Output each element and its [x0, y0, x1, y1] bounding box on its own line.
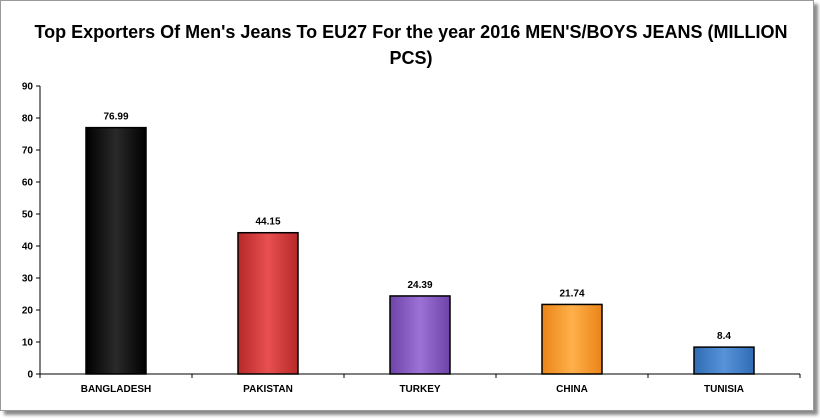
y-tick-label: 10 [22, 338, 34, 349]
x-tick-label: CHINA [556, 384, 588, 395]
data-label-tunisia: 8.4 [717, 331, 731, 342]
y-tick-label: 60 [22, 178, 34, 189]
x-tick-label: TURKEY [399, 384, 440, 395]
bar-tunisia [693, 346, 755, 375]
y-tick-label: 80 [22, 114, 34, 125]
x-tick-label: TUNISIA [704, 384, 744, 395]
x-tick-label: PAKISTAN [243, 384, 293, 395]
y-tick-label: 70 [22, 146, 34, 157]
y-tick-label: 30 [22, 274, 34, 285]
y-tick-label: 20 [22, 306, 34, 317]
bar-pakistan [237, 231, 299, 375]
data-label-china: 21.74 [559, 288, 584, 299]
bar-turkey [389, 295, 451, 375]
y-tick-label: 50 [22, 210, 34, 221]
bar-china [541, 303, 603, 375]
x-tick-label: BANGLADESH [81, 384, 152, 395]
bar-bangladesh [85, 126, 147, 375]
data-label-bangladesh: 76.99 [103, 112, 128, 123]
y-tick-label: 90 [22, 82, 34, 93]
data-label-pakistan: 44.15 [255, 217, 280, 228]
y-tick-label: 40 [22, 242, 34, 253]
y-tick-label: 0 [27, 370, 33, 381]
data-label-turkey: 24.39 [407, 280, 432, 291]
chart-title: Top Exporters Of Men's Jeans To EU27 For… [34, 22, 788, 68]
